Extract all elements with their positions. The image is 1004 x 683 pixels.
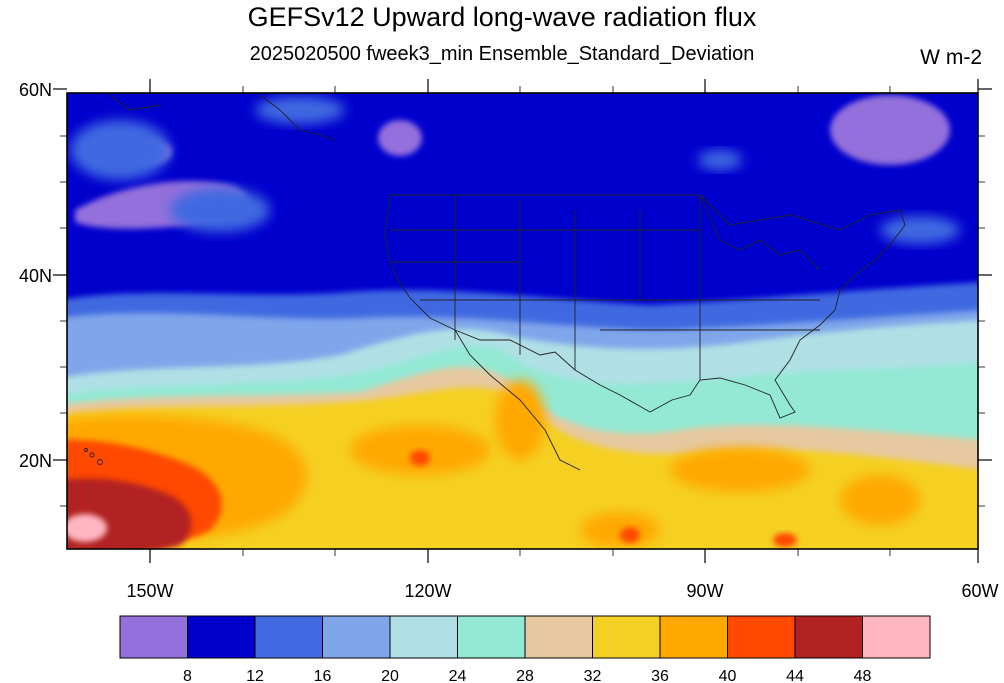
map-subtitle: 2025020500 fweek3_min Ensemble_Standard_… [249,43,755,65]
colorbar-swatch [322,615,391,659]
country-boundaries [84,94,906,471]
colorbar-swatch [187,615,256,659]
colorbar-swatch [119,615,188,659]
colorbar-label: 16 [314,668,332,683]
major-ticks [53,79,992,563]
lat-tick-label-40n: 40N [19,266,52,286]
colorbar: 8 12 16 20 24 28 32 36 40 44 48 [119,615,931,683]
lon-tick-label-120w: 120W [404,581,451,601]
colorbar-swatch [862,615,931,659]
field-shading [67,93,978,549]
colorbar-label: 48 [854,668,872,683]
colorbar-swatch [727,615,796,659]
colorbar-swatch [592,615,661,659]
colorbar-swatch [457,615,526,659]
lat-tick-label-60n: 60N [19,80,52,100]
lon-tick-label-90w: 90W [686,581,723,601]
colorbar-label: 8 [183,668,192,683]
colorbar-label: 44 [786,668,804,683]
colorbar-label: 20 [381,668,399,683]
map-title: GEFSv12 Upward long-wave radiation flux [247,2,757,32]
colorbar-swatch [254,615,323,659]
lat-tick-label-20n: 20N [19,451,52,471]
colorbar-swatch [389,615,458,659]
lon-tick-label-60w: 60W [961,581,998,601]
colorbar-swatch [524,615,593,659]
colorbar-label: 24 [449,668,467,683]
colorbar-label: 12 [246,668,264,683]
colorbar-swatch [794,615,863,659]
lon-tick-label-150w: 150W [126,581,173,601]
colorbar-label: 36 [651,668,669,683]
units-label: W m-2 [920,46,982,69]
colorbar-label: 28 [516,668,534,683]
colorbar-label: 40 [719,668,737,683]
minor-ticks [60,86,985,556]
colorbar-label: 32 [584,668,602,683]
colorbar-swatch [659,615,728,659]
